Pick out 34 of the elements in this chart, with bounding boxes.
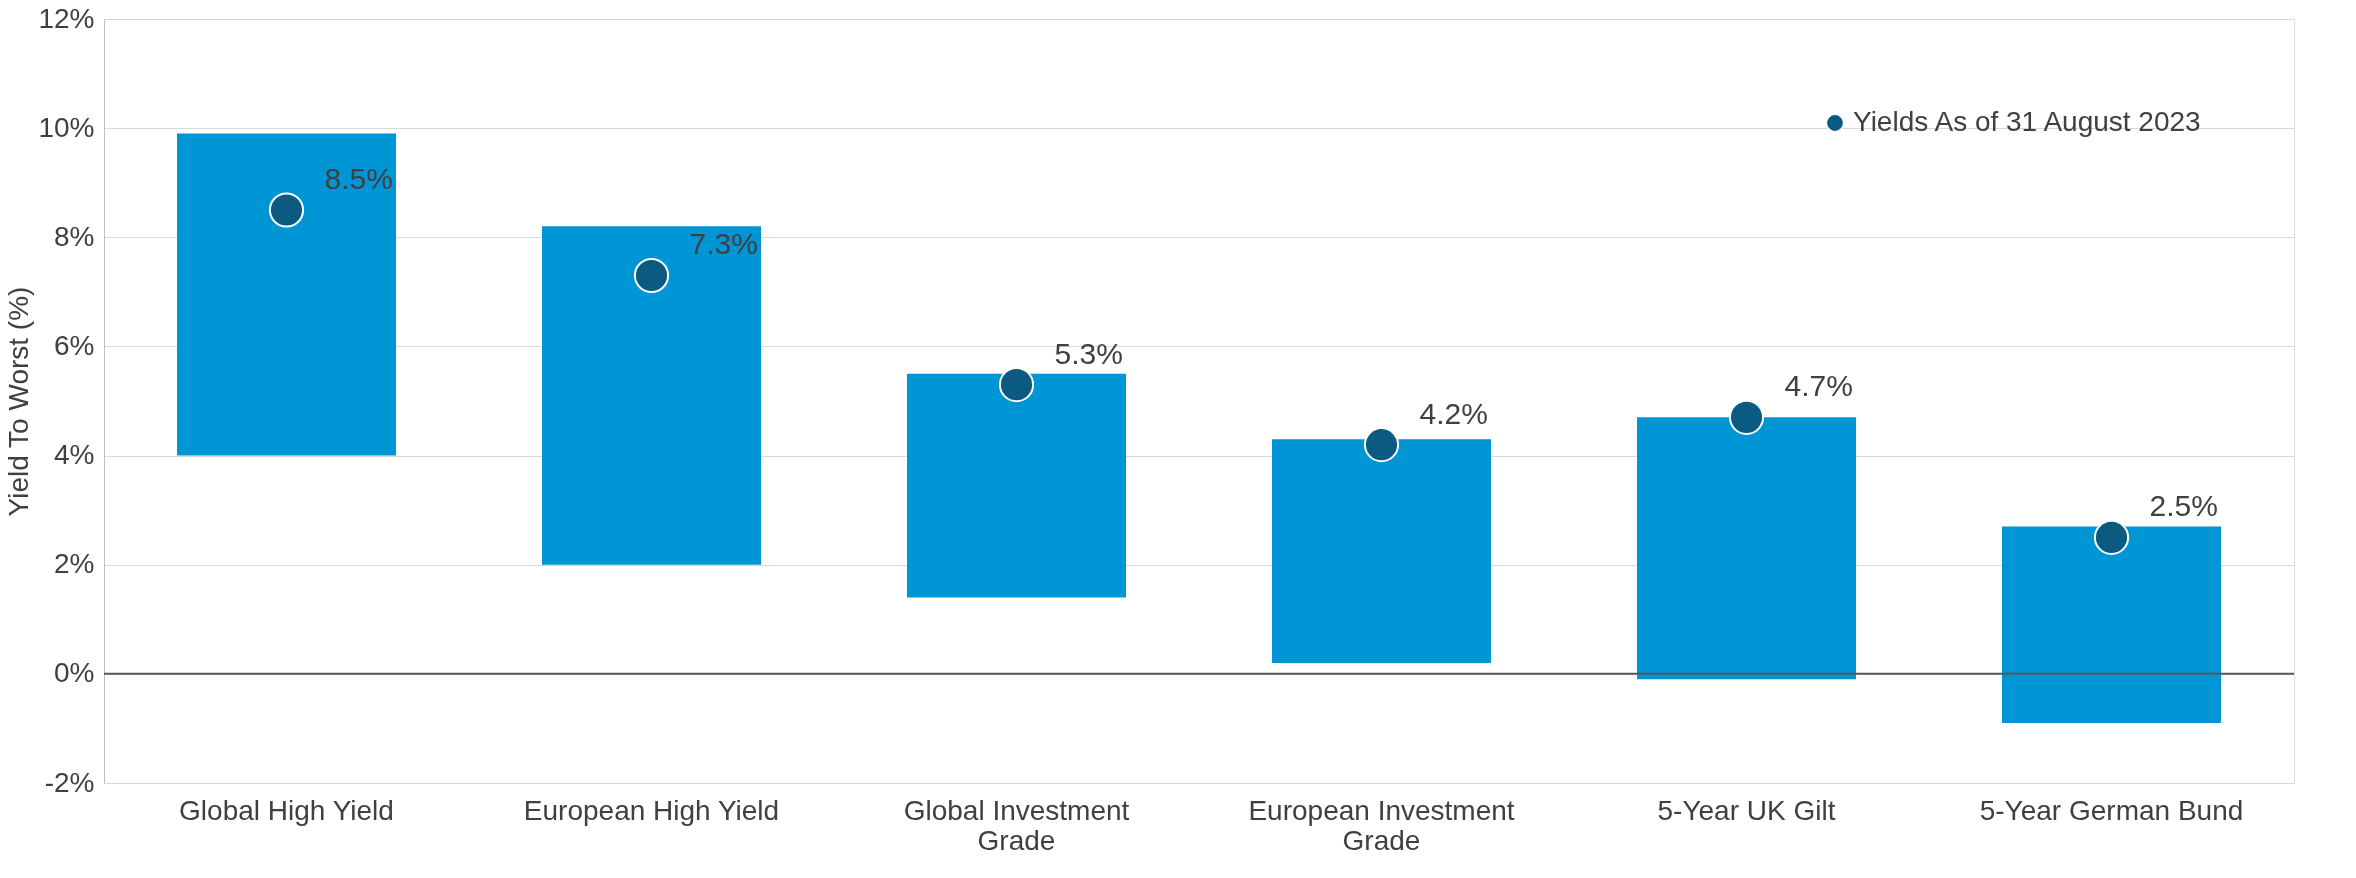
y-tick-label: 2%	[54, 548, 95, 580]
y-tick-label: 12%	[38, 2, 95, 34]
point	[1363, 427, 1400, 463]
point	[633, 257, 670, 294]
y-tick-label: 10%	[38, 111, 95, 143]
data-label: 7.3%	[689, 227, 758, 261]
bar	[177, 133, 396, 456]
x-tick-label: 5-Year UK Gilt	[1657, 794, 1836, 826]
data-label: 4.2%	[1419, 396, 1488, 430]
y-tick-label: 0%	[54, 657, 95, 689]
point	[1728, 399, 1765, 435]
x-tick-label: Global Investment Grade	[903, 794, 1130, 856]
data-label: 8.5%	[324, 162, 393, 195]
bar	[1272, 439, 1491, 663]
bar	[907, 373, 1126, 598]
x-tick-label: European Investment Grade	[1248, 794, 1515, 856]
y-tick-label: -2%	[44, 766, 95, 798]
y-tick-label: 4%	[54, 439, 95, 471]
data-label: 2.5%	[2149, 489, 2218, 523]
data-label: 5.3%	[1054, 336, 1123, 370]
x-tick-label: European High Yield	[523, 794, 780, 826]
x-tick-label: 5-Year German Bund	[1979, 794, 2244, 826]
bar	[542, 226, 761, 565]
bar	[2002, 526, 2221, 723]
point	[998, 367, 1035, 403]
legend-label: Yields As of 31 August 2023	[1853, 106, 2201, 137]
bar	[1637, 417, 1856, 680]
data-label: 4.7%	[1784, 369, 1853, 403]
y-tick-label: 8%	[54, 220, 95, 252]
point	[268, 192, 305, 228]
y-tick-label: 6%	[54, 329, 95, 361]
y-axis-title: Yield To Worst (%)	[3, 286, 35, 517]
x-tick-label: Global High Yield	[179, 794, 394, 826]
point	[2093, 519, 2130, 555]
